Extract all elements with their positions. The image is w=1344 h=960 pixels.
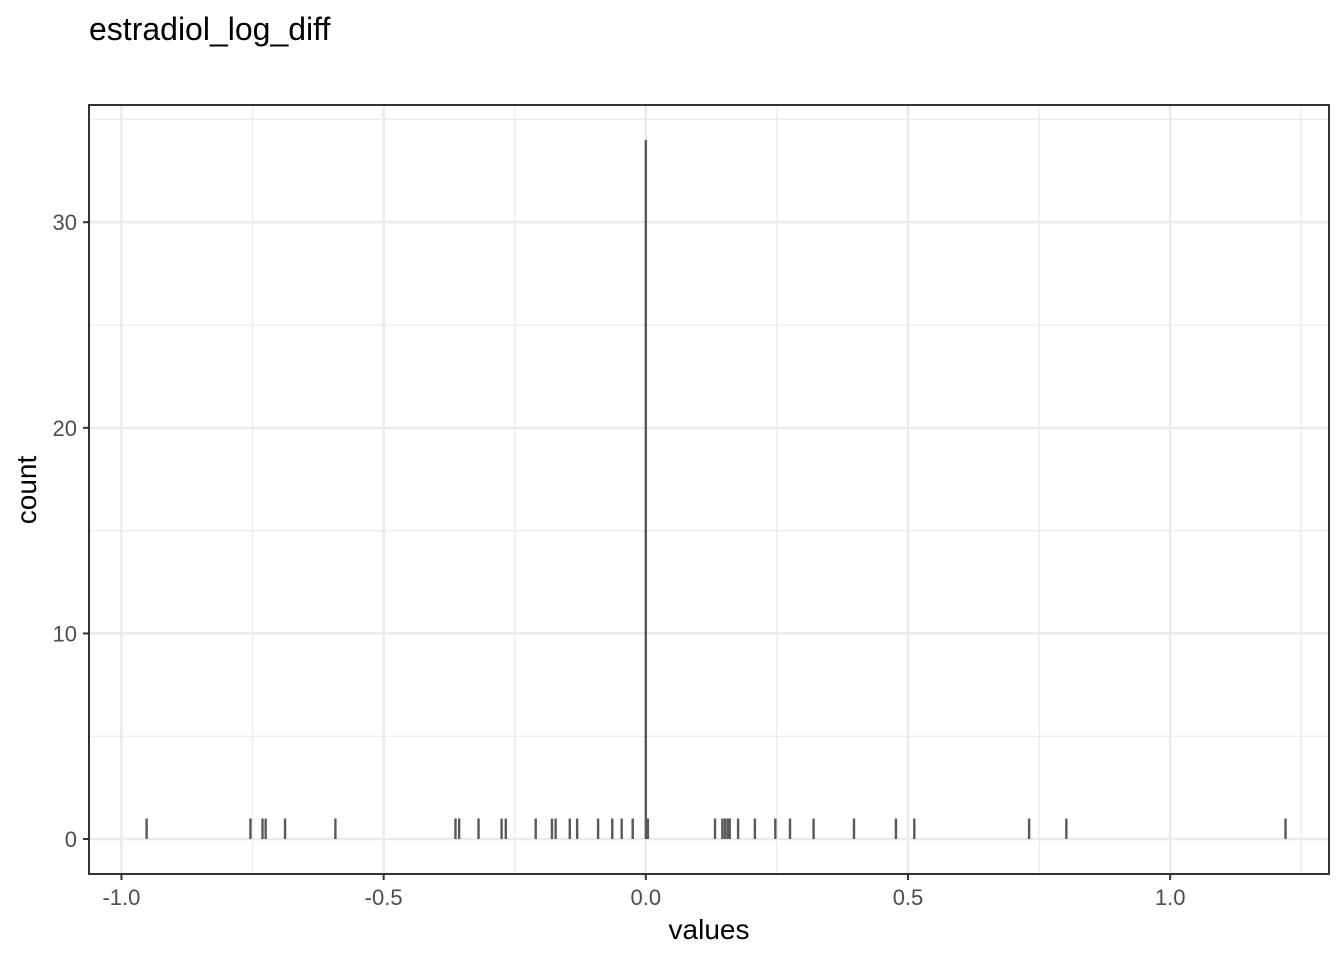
histogram-bar <box>723 818 727 840</box>
x-tick-label: 0.5 <box>893 885 924 910</box>
histogram-bar <box>261 818 264 840</box>
histogram-bar <box>575 818 579 840</box>
histogram-bar <box>894 818 898 840</box>
histogram-bar <box>534 818 537 840</box>
histogram-bar <box>631 818 634 840</box>
y-tick-label: 20 <box>53 416 77 441</box>
grid <box>89 105 1329 874</box>
bars <box>145 139 1287 840</box>
panel-border <box>88 104 1330 875</box>
x-tick-label: -1.0 <box>102 885 140 910</box>
histogram-bar <box>477 818 480 840</box>
histogram-bar <box>1284 818 1287 840</box>
histogram-bar <box>504 818 508 840</box>
histogram-bar <box>500 818 503 840</box>
histogram-bar <box>812 818 815 840</box>
histogram-bar <box>611 818 614 840</box>
histogram-bar <box>644 139 648 840</box>
histogram-bar <box>249 818 252 840</box>
histogram-bar <box>596 818 600 840</box>
histogram-bar <box>736 818 740 840</box>
histogram-bar <box>1065 818 1068 840</box>
y-tick-label: 30 <box>53 210 77 235</box>
y-tick-label: 0 <box>65 827 77 852</box>
histogram-bar <box>852 818 856 840</box>
histogram-bar <box>283 818 287 840</box>
chart-title: estradiol_log_diff <box>89 11 330 47</box>
histogram-bar <box>454 818 457 840</box>
histogram-bar <box>726 818 729 840</box>
y-axis-title: count <box>11 456 42 525</box>
histogram-bar <box>913 818 916 840</box>
histogram-bar <box>774 818 777 840</box>
histogram-bar <box>721 818 724 840</box>
histogram-bar <box>550 818 554 840</box>
histogram-bar <box>264 818 267 840</box>
histogram-bar <box>334 818 337 840</box>
histogram-bar <box>788 818 792 840</box>
histogram-bar <box>713 818 717 840</box>
x-tick-label: -0.5 <box>365 885 403 910</box>
x-tick-label: 1.0 <box>1155 885 1186 910</box>
histogram-bar <box>457 818 461 840</box>
histogram-bar <box>554 818 557 840</box>
histogram-bar <box>145 818 148 840</box>
y-tick-label: 10 <box>53 621 77 646</box>
axis-ticks: -1.0 -0.5 0.0 0.5 1.0 0 10 20 30 <box>53 210 1186 910</box>
histogram-bar <box>1027 818 1031 840</box>
x-tick-label: 0.0 <box>631 885 662 910</box>
histogram-bar <box>568 818 571 840</box>
histogram-bar <box>620 818 623 840</box>
histogram-bar <box>728 818 731 840</box>
histogram-bar <box>646 818 650 840</box>
histogram-bar <box>753 818 757 840</box>
x-axis-title: values <box>669 914 750 945</box>
